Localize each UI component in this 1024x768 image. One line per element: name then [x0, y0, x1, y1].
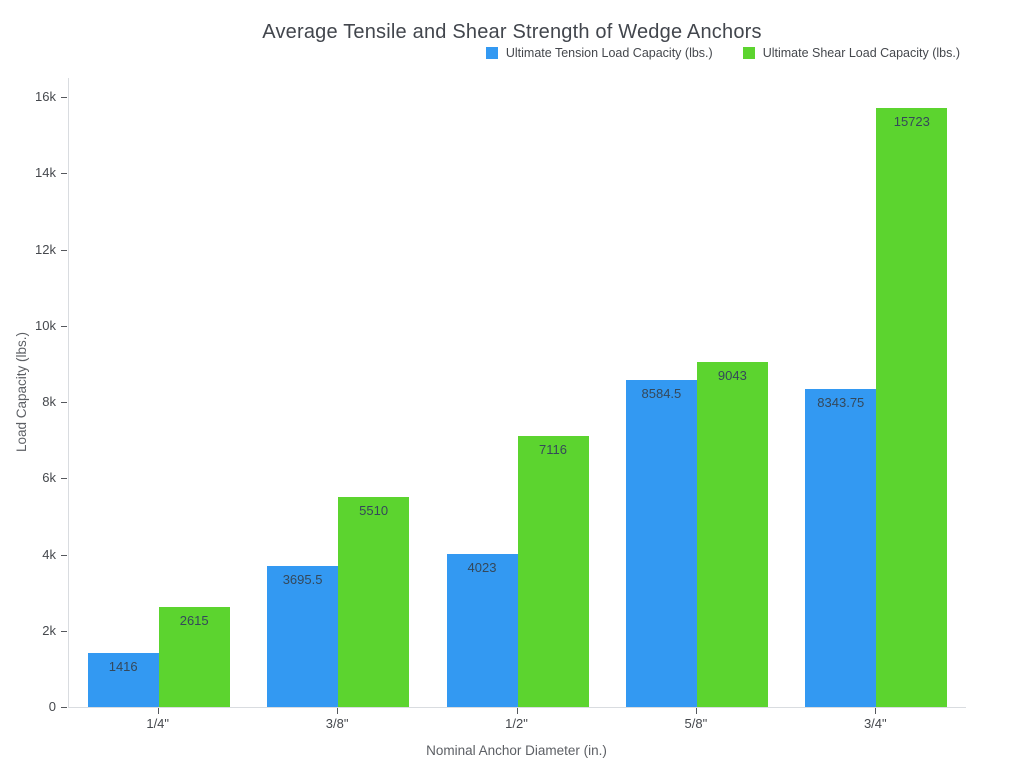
- y-axis-title-text: Load Capacity (lbs.): [14, 331, 29, 453]
- plot-area: 1416 2615 3695.5 5510 4023 7116 8584.5 9043 8343…: [68, 78, 966, 708]
- x-tick-mark: [516, 708, 518, 714]
- y-tick-mark: [61, 707, 67, 708]
- bar-value-label: 1416: [108, 659, 138, 674]
- y-tick-label: 16k: [35, 89, 56, 104]
- y-tick-mark: [61, 630, 67, 632]
- x-tick-label: 1/4": [146, 716, 170, 731]
- y-tick-label: 2k: [42, 622, 56, 638]
- bar-shear-1: 5510: [338, 497, 410, 707]
- bar-shear-3: 9043: [696, 362, 768, 707]
- bar-tension-3: 8584.5: [625, 380, 697, 707]
- bar-value-label: 3695.5: [282, 572, 323, 587]
- y-tick-mark: [61, 402, 67, 403]
- legend: Ultimate Tension Load Capacity (lbs.) Ult…: [485, 46, 960, 60]
- bar-tension-2: 4023: [446, 554, 518, 707]
- y-tick-label: 6k: [42, 470, 56, 486]
- bar-value-label: 15723: [893, 114, 930, 129]
- bar-tension-0: 1416: [87, 653, 159, 707]
- y-tick-mark: [61, 325, 67, 327]
- x-axis-title: Nominal Anchor Diameter (in.): [426, 743, 607, 758]
- y-tick-mark: [61, 478, 67, 480]
- bar-shear-2: 7116: [517, 436, 589, 707]
- y-tick-mark: [61, 554, 67, 556]
- x-tick-label: 3/8": [325, 716, 349, 731]
- y-tick-mark: [61, 97, 67, 98]
- x-tick-mark: [157, 708, 159, 714]
- legend-item-tension[interactable]: Ultimate Tension Load Capacity (lbs.): [485, 46, 713, 60]
- legend-swatch-icon: [742, 47, 755, 59]
- bar-value-label: 2615: [179, 613, 209, 628]
- legend-label: Ultimate Tension Load Capacity (lbs.): [505, 46, 713, 60]
- bar-value-label: 4023: [467, 560, 497, 575]
- legend-label: Ultimate Shear Load Capacity (lbs.): [762, 46, 960, 60]
- bar-shear-4: 15723: [876, 108, 948, 707]
- x-tick-mark: [695, 708, 697, 714]
- bar-value-label: 8343.75: [817, 395, 865, 410]
- x-tick-mark: [337, 708, 339, 714]
- y-tick-mark: [61, 249, 67, 251]
- y-tick-label: 0: [48, 699, 56, 714]
- x-tick-mark: [875, 708, 877, 714]
- x-tick-label: 5/8": [684, 716, 708, 731]
- bar-shear-0: 2615: [158, 607, 230, 707]
- legend-swatch-icon: [485, 47, 498, 59]
- y-tick-mark: [61, 173, 67, 175]
- bar-tension-1: 3695.5: [267, 566, 339, 707]
- y-tick-label: 12k: [35, 241, 56, 257]
- y-tick-label: 8k: [42, 394, 56, 409]
- bar-value-label: 8584.5: [641, 386, 682, 401]
- legend-item-shear[interactable]: Ultimate Shear Load Capacity (lbs.): [742, 46, 960, 60]
- y-tick-label: 14k: [35, 165, 56, 181]
- x-tick-label: 3/4": [863, 716, 887, 731]
- bar-value-label: 7116: [539, 442, 567, 457]
- bar-value-label: 9043: [717, 368, 747, 383]
- chart-title: Average Tensile and Shear Strength of We…: [262, 21, 762, 43]
- y-tick-label: 4k: [42, 546, 56, 562]
- x-tick-label: 1/2": [505, 716, 528, 731]
- bar-tension-4: 8343.75: [805, 389, 877, 707]
- y-tick-label: 10k: [35, 317, 56, 333]
- bar-value-label: 5510: [359, 503, 389, 518]
